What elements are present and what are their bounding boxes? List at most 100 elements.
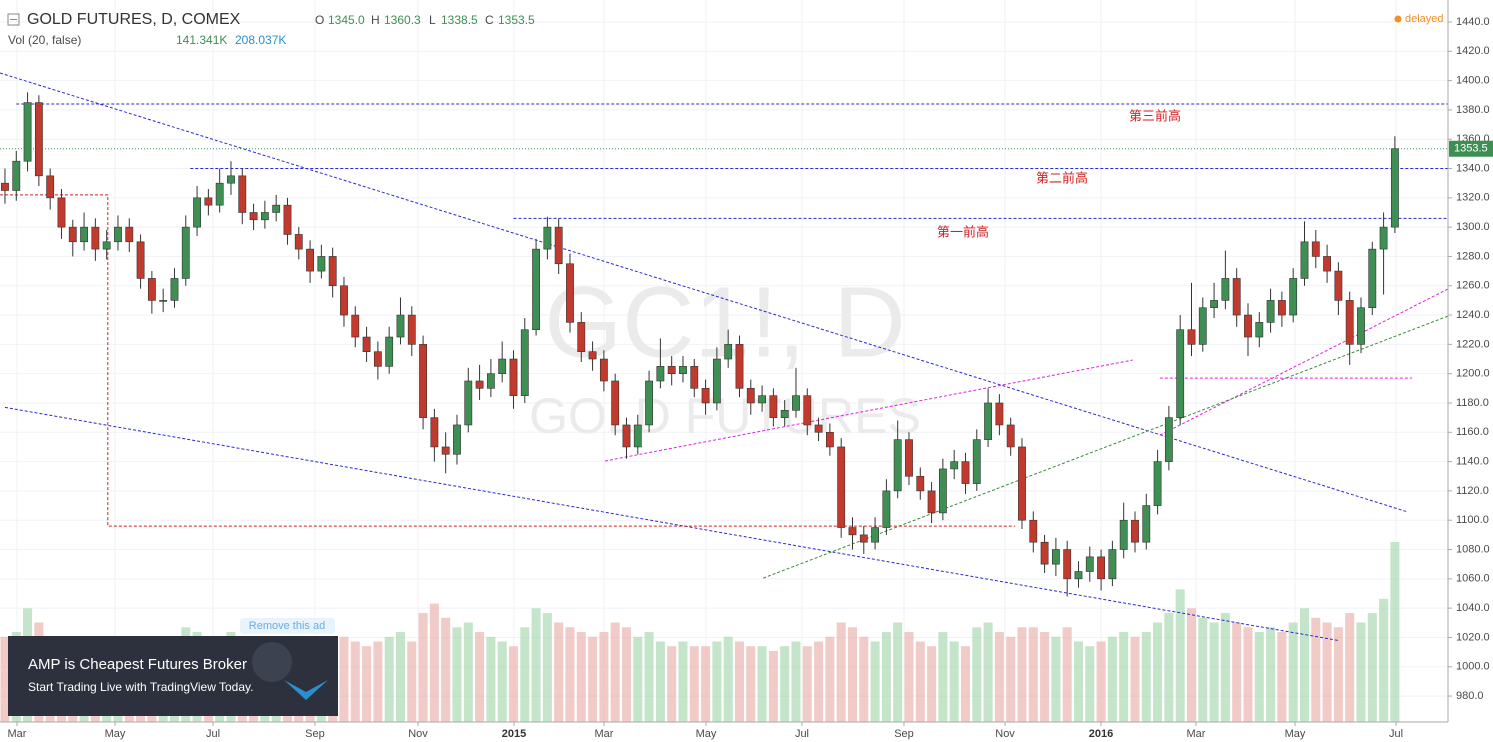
y-tick-label: 1060.0 [1456, 573, 1490, 585]
volume-bar [1266, 627, 1276, 722]
candle-body [859, 534, 868, 543]
volume-bar [1164, 613, 1174, 722]
x-tick-label: Mar [7, 728, 26, 740]
volume-bar [723, 636, 733, 722]
volume-bar [847, 627, 858, 722]
candle-body [136, 241, 145, 279]
volume-bar [734, 641, 745, 722]
candle-body [746, 388, 755, 404]
trend-line [4, 406, 1339, 641]
volume-bar [814, 641, 824, 722]
candle-body [498, 358, 507, 374]
l-label: L [429, 13, 436, 27]
symbol[interactable]: GOLD FUTURES, D, COMEX [27, 11, 241, 28]
x-tick-label: Jul [795, 728, 809, 740]
trend-line [604, 359, 1133, 462]
ad-title[interactable]: AMP is Cheapest Futures Broker [28, 656, 247, 673]
y-tick-label: 1020.0 [1456, 631, 1490, 643]
volume-bar [836, 622, 846, 722]
volume-bar [520, 627, 530, 722]
volume-bar [554, 622, 564, 722]
volume-bar [576, 632, 586, 722]
candle-body [396, 314, 405, 338]
candle-body [1164, 417, 1173, 462]
candle-body [690, 366, 699, 389]
annotation: 第一前高 [937, 224, 989, 239]
volume-bar [1254, 632, 1264, 722]
status: delayed [1405, 13, 1444, 25]
volume-bar [859, 636, 869, 722]
volume-bar [531, 608, 541, 722]
volume-bar [621, 627, 631, 722]
volume-bar [825, 636, 835, 722]
volume-bar [1322, 622, 1332, 722]
candle-body [147, 278, 156, 301]
candle-body [1221, 278, 1230, 301]
volume-bar [994, 632, 1004, 722]
candle-body [80, 226, 88, 243]
volume-bar [1345, 613, 1355, 722]
volume-bar [384, 636, 394, 722]
candle-body [1063, 549, 1072, 580]
x-tick-label: Nov [995, 728, 1015, 740]
volume-bar [1175, 589, 1185, 722]
candle-body [814, 424, 823, 433]
volume-bar [565, 627, 575, 722]
candle-body [1040, 541, 1049, 565]
candle-body [1018, 446, 1026, 521]
volume-bar [633, 636, 643, 722]
collapse-icon[interactable] [7, 13, 20, 26]
candle-body [543, 226, 552, 250]
candle-body [419, 344, 427, 418]
volume-bar [610, 622, 620, 722]
candle-body [984, 402, 993, 440]
candle-body [780, 410, 789, 418]
volume-bar [429, 603, 439, 722]
candle-body [1210, 300, 1219, 309]
candle-body [701, 388, 710, 404]
candle-body [227, 175, 235, 184]
volume-bar [1311, 617, 1321, 722]
volume-bar [746, 646, 756, 722]
candle-body [532, 248, 540, 331]
candle-body [317, 256, 326, 272]
candle-body [1051, 549, 1060, 565]
candle-body [362, 336, 371, 352]
vol-label[interactable]: Vol (20, false) [8, 33, 81, 47]
candle-body [57, 197, 66, 228]
volume-bar [1073, 641, 1084, 722]
y-tick-label: 1160.0 [1456, 426, 1489, 438]
remove-ad[interactable] [240, 618, 335, 634]
x-tick-label: Mar [1187, 728, 1206, 740]
remove-ad-text[interactable]: Remove this ad [249, 620, 325, 632]
volume-bar [588, 636, 598, 722]
volume-bar [768, 650, 778, 722]
volume-bar [644, 632, 654, 722]
candle-body [1266, 300, 1275, 323]
y-tick-label: 1400.0 [1456, 75, 1490, 87]
volume-bar [1130, 636, 1140, 722]
volume-bar [927, 646, 937, 722]
candle-body [893, 439, 902, 492]
ad-box[interactable] [8, 636, 338, 716]
candle-body [712, 358, 721, 404]
candle-body [938, 468, 947, 514]
candle-body [803, 395, 812, 426]
volume-bar [418, 613, 428, 722]
candle-body [1176, 329, 1185, 418]
candle-body [486, 373, 495, 389]
candle-body [1108, 549, 1117, 580]
x-tick-label: 2016 [1089, 728, 1113, 740]
candle-body [769, 395, 778, 418]
y-tick-label: 1440.0 [1456, 16, 1490, 28]
candle-body [373, 351, 382, 367]
volume-bar [1085, 646, 1095, 722]
volume-bar [1051, 636, 1061, 722]
volume-bar [1390, 542, 1400, 722]
candle-body [385, 336, 394, 367]
y-tick-label: 1300.0 [1456, 221, 1490, 233]
ad-subtitle[interactable]: Start Trading Live with TradingView Toda… [28, 680, 253, 694]
volume-bar [949, 641, 959, 722]
volume-bar [1107, 636, 1117, 722]
